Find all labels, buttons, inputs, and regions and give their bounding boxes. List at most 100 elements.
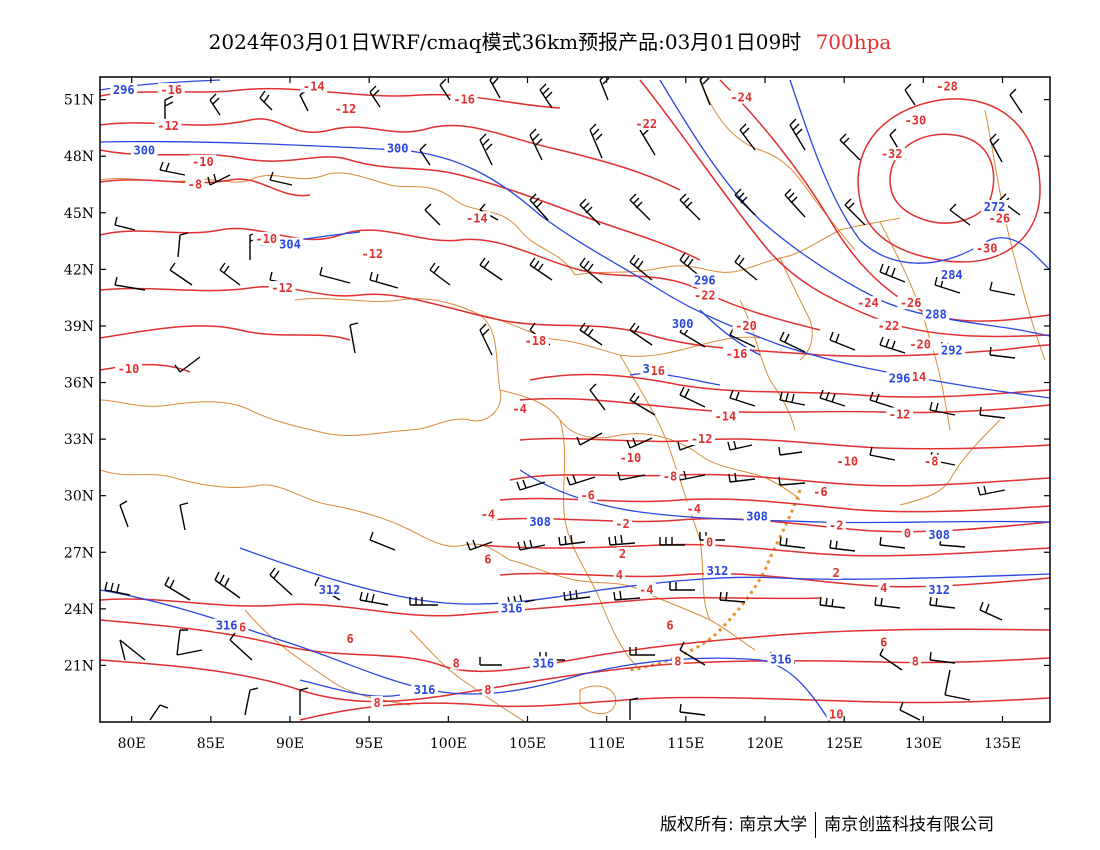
temperature-label-bg [189, 154, 217, 168]
temperature-label-bg [463, 211, 491, 225]
boundary-central-2 [499, 389, 801, 501]
height-label-bg [691, 273, 719, 287]
wind-barb [979, 601, 1003, 621]
temp-contour [100, 286, 1050, 357]
height-label: 296 [889, 372, 911, 386]
height-label: 316 [532, 656, 554, 670]
wind-barb [409, 597, 438, 606]
wind-barb [869, 446, 896, 461]
temperature-label: 8 [373, 696, 380, 710]
temperature-label-bg [185, 177, 205, 191]
temp-contour [479, 543, 1050, 557]
lon-tick-label: 100E [430, 736, 467, 752]
wind-barb [319, 266, 351, 284]
temperature-label-bg [830, 565, 843, 579]
height-label-bg [640, 362, 653, 376]
temperature-label: -16 [726, 347, 748, 361]
coast-east-right [984, 109, 1046, 361]
temperature-label: -20 [909, 338, 931, 352]
wind-barb [177, 232, 189, 258]
coastline-southeast [629, 489, 802, 672]
temp-contour [519, 437, 1050, 450]
temperature-label-bg [933, 79, 961, 93]
temperature-label-bg [732, 318, 760, 332]
wind-barb [629, 647, 655, 656]
temperature-label: -12 [271, 281, 293, 295]
wind-barb [727, 440, 753, 451]
temperature-label-bg [115, 362, 142, 376]
lat-tick-label: 24N [64, 602, 94, 618]
height-contour [629, 372, 721, 386]
wind-barb [119, 639, 146, 661]
temperature-label: 8 [484, 683, 491, 697]
temp-contour [529, 373, 1050, 398]
temp-contour [519, 397, 1050, 414]
temp-contour [100, 363, 191, 373]
coast-japan [899, 419, 1001, 506]
wind-barb [369, 85, 381, 108]
wind-barb [529, 128, 543, 161]
temperature-label-bg [578, 488, 598, 502]
wind-barb [819, 596, 846, 609]
lat-tick-label: 33N [64, 432, 94, 448]
wind-barb [466, 539, 493, 551]
temp-contour [100, 118, 681, 191]
temperature-label-bg [727, 90, 755, 104]
height-label-bg [316, 582, 343, 596]
wind-barb [516, 479, 546, 491]
height-label-bg [276, 237, 304, 251]
height-label-bg [938, 267, 966, 281]
temperature-label: 4 [880, 581, 887, 595]
temperature-label-bg [612, 516, 633, 530]
wind-barb [899, 701, 921, 721]
height-label: 292 [941, 343, 963, 357]
lat-tick-label: 42N [64, 262, 94, 278]
lon-tick-label: 90E [276, 736, 304, 752]
height-label-bg [213, 618, 241, 632]
temperature-label: 8 [912, 655, 919, 669]
temperature-label: -24 [730, 91, 752, 105]
wind-barb [989, 281, 1016, 296]
temperature-label: 2 [833, 566, 840, 580]
temperature-label: -30 [905, 113, 927, 127]
temperature-label-bg [672, 654, 684, 668]
temperature-label: 4 [616, 568, 623, 582]
height-label-bg [886, 371, 913, 385]
wind-barb [789, 118, 806, 151]
wind-barb [479, 323, 493, 356]
wind-barb [874, 596, 901, 609]
lat-tick-label: 48N [64, 149, 94, 165]
boundary-indochina [409, 629, 526, 722]
temperature-label: 0 [706, 536, 713, 550]
wind-barb [944, 669, 971, 701]
temperature-label-bg [616, 547, 629, 561]
wind-barb [114, 216, 136, 231]
wind-barb [207, 173, 231, 186]
wind-barb [563, 589, 591, 601]
wind-barb [949, 203, 971, 226]
lon-tick-label: 135E [984, 736, 1021, 752]
wind-barb [679, 641, 706, 666]
height-label-bg [384, 141, 412, 155]
height-label-bg [498, 601, 526, 615]
wind-barbs [104, 77, 1023, 721]
height-contour [100, 79, 221, 91]
wind-barb [659, 537, 685, 546]
temperature-label: 8 [674, 655, 681, 669]
temperature-label-bg [478, 507, 498, 521]
wind-barb [359, 591, 389, 606]
wind-barb [979, 406, 1006, 419]
lon-tick-label: 105E [509, 736, 546, 752]
temperature-label-bg [509, 401, 530, 415]
lat-tick-label: 51N [64, 93, 94, 109]
height-label: 272 [984, 200, 1006, 214]
wind-barb [589, 383, 606, 411]
temperature-label: -10 [118, 362, 140, 376]
temperature-label: -30 [976, 242, 998, 256]
wind-barb [164, 576, 191, 601]
temperature-label-bg [450, 92, 478, 106]
wind-barb [784, 188, 806, 218]
temperature-label-bg [826, 707, 846, 721]
wind-barb [424, 203, 441, 226]
